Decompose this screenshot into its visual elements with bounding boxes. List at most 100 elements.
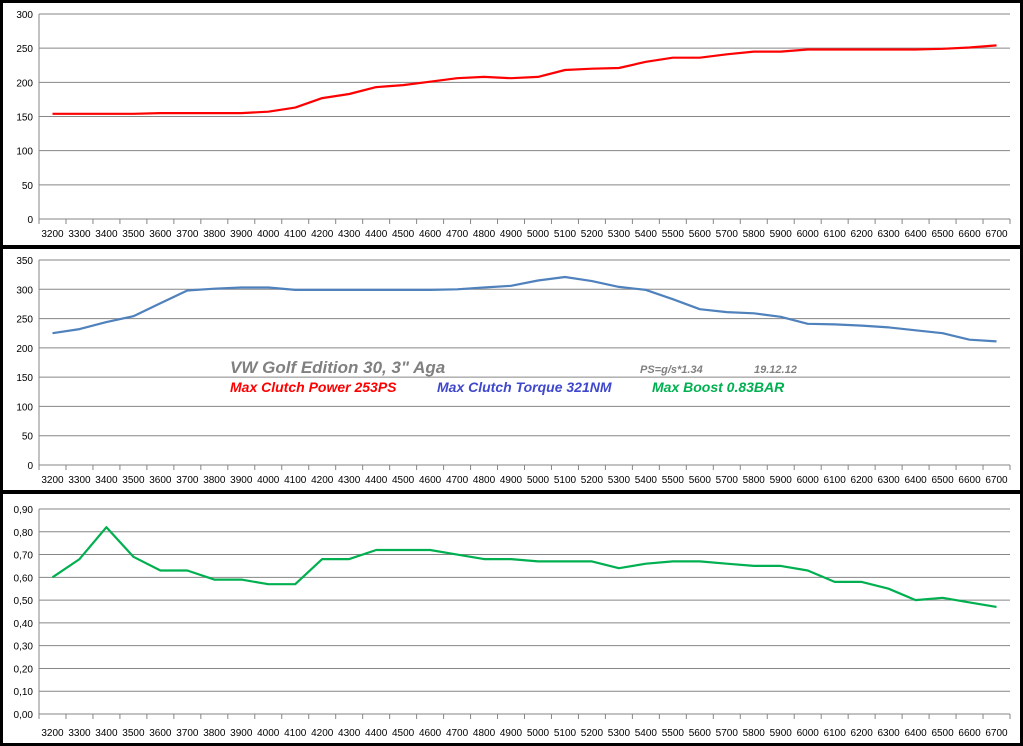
x-tick-label: 3300 [68, 229, 91, 240]
x-tick-label: 5500 [662, 475, 685, 486]
x-tick-label: 6500 [931, 475, 954, 486]
x-tick-label: 4800 [473, 229, 496, 240]
x-tick-label: 5400 [635, 475, 658, 486]
x-tick-label: 6200 [851, 728, 874, 739]
x-tick-label: 6300 [878, 728, 901, 739]
x-tick-label: 6000 [797, 728, 820, 739]
x-tick-label: 4200 [311, 728, 334, 739]
x-tick-label: 5400 [635, 229, 658, 240]
y-tick-label: 350 [16, 256, 33, 267]
y-tick-label: 100 [16, 147, 33, 158]
x-tick-label: 5800 [743, 728, 766, 739]
y-tick-label: 150 [16, 113, 33, 124]
x-tick-label: 3900 [230, 728, 253, 739]
y-tick-label: 300 [16, 285, 33, 296]
y-tick-label: 0,60 [14, 573, 34, 584]
x-tick-label: 6500 [931, 728, 954, 739]
x-tick-label: 4100 [284, 475, 307, 486]
x-tick-label: 3500 [122, 229, 145, 240]
date-label: 19.12.12 [754, 364, 797, 376]
x-tick-label: 5800 [743, 229, 766, 240]
x-tick-label: 3200 [41, 475, 64, 486]
y-tick-label: 0,40 [14, 619, 34, 630]
max-torque-label: Max Clutch Torque 321NM [437, 379, 612, 395]
x-tick-label: 5600 [689, 728, 712, 739]
x-tick-label: 6200 [851, 229, 874, 240]
x-tick-label: 6600 [958, 475, 981, 486]
x-tick-label: 4200 [311, 229, 334, 240]
x-tick-label: 6300 [878, 229, 901, 240]
x-tick-label: 4900 [500, 229, 523, 240]
x-tick-label: 3400 [95, 229, 118, 240]
chart-3: 0,00 0,10 0,20 0,30 0,40 0,50 0,60 0,70 0,80 0,90… [3, 494, 1020, 743]
x-tick-label: 4800 [473, 728, 496, 739]
x-tick-label: 5300 [608, 475, 631, 486]
x-tick-label: 6000 [797, 229, 820, 240]
x-tick-label: 3900 [230, 475, 253, 486]
x-tick-label: 6700 [985, 229, 1008, 240]
x-tick-label: 4700 [446, 229, 469, 240]
x-tick-label: 3700 [176, 229, 199, 240]
y-tick-label: 100 [16, 402, 33, 413]
x-tick-label: 4000 [257, 229, 280, 240]
y-tick-label: 0,50 [14, 596, 34, 607]
x-tick-label: 3500 [122, 475, 145, 486]
x-tick-label: 4500 [392, 728, 415, 739]
x-tick-label: 4600 [419, 229, 442, 240]
x-tick-label: 3600 [149, 728, 172, 739]
x-tick-label: 3200 [41, 728, 64, 739]
y-tick-label: 200 [16, 78, 33, 89]
x-tick-label: 3800 [203, 728, 226, 739]
x-tick-label: 3900 [230, 229, 253, 240]
x-tick-label: 4300 [338, 728, 361, 739]
chart-2: 0 50 100 150 200 250 300 350 3200 3300 3400 3500 360… [3, 249, 1020, 490]
x-tick-label: 5600 [689, 475, 712, 486]
x-tick-label: 3700 [176, 475, 199, 486]
chart-panel [3, 3, 1020, 245]
x-tick-label: 5200 [581, 229, 604, 240]
x-tick-label: 6700 [985, 475, 1008, 486]
x-tick-label: 5200 [581, 475, 604, 486]
x-tick-label: 4400 [365, 229, 388, 240]
y-tick-label: 0,10 [14, 687, 34, 698]
x-tick-label: 4500 [392, 229, 415, 240]
x-tick-label: 4200 [311, 475, 334, 486]
x-tick-label: 6400 [904, 475, 927, 486]
x-tick-label: 5700 [716, 475, 739, 486]
x-tick-label: 5700 [716, 229, 739, 240]
x-tick-label: 4100 [284, 728, 307, 739]
x-tick-label: 3200 [41, 229, 64, 240]
x-tick-label: 4400 [365, 728, 388, 739]
y-tick-label: 150 [16, 373, 33, 384]
y-tick-label: 0,90 [14, 505, 34, 516]
y-tick-label: 0 [27, 215, 33, 226]
x-tick-label: 4100 [284, 229, 307, 240]
x-tick-label: 5100 [554, 229, 577, 240]
x-tick-label: 4000 [257, 728, 280, 739]
x-tick-label: 5300 [608, 229, 631, 240]
x-tick-label: 4600 [419, 475, 442, 486]
x-tick-label: 6300 [878, 475, 901, 486]
x-tick-label: 4300 [338, 229, 361, 240]
series-line [52, 275, 997, 343]
x-tick-label: 5200 [581, 728, 604, 739]
x-tick-label: 6100 [824, 229, 847, 240]
x-tick-label: 6600 [958, 229, 981, 240]
x-tick-label: 3800 [203, 475, 226, 486]
x-tick-label: 4000 [257, 475, 280, 486]
x-tick-label: 5700 [716, 728, 739, 739]
x-tick-label: 5100 [554, 475, 577, 486]
x-tick-label: 3800 [203, 229, 226, 240]
y-tick-label: 250 [16, 315, 33, 326]
x-tick-label: 6500 [931, 229, 954, 240]
chart-1: 0 50 100 150 200 250 300 3200 3300 3400 3500 3600 37… [3, 3, 1020, 245]
x-tick-label: 4700 [446, 728, 469, 739]
y-tick-label: 250 [16, 44, 33, 55]
x-tick-label: 6200 [851, 475, 874, 486]
y-tick-label: 200 [16, 344, 33, 355]
x-tick-label: 5400 [635, 728, 658, 739]
y-tick-label: 0,00 [14, 710, 34, 721]
max-power-label: Max Clutch Power 253PS [230, 379, 397, 395]
x-tick-label: 3500 [122, 728, 145, 739]
